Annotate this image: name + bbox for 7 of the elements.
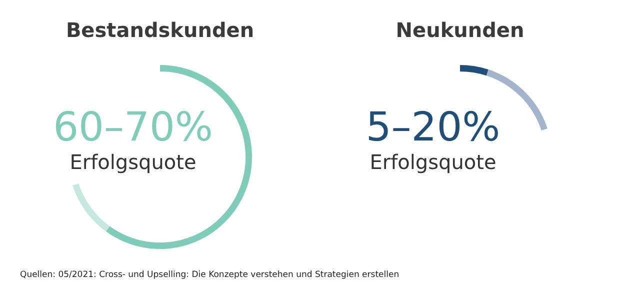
chart-title: Neukunden: [394, 18, 526, 42]
source-note: Quellen: 05/2021: Cross- und Upselling: Die Konzepte verstehen und Strategien erstellen: [20, 270, 400, 280]
text: Erfolgsquote: [70, 150, 196, 174]
text: 5–20%: [366, 104, 500, 150]
chart-title: Bestandskunden: [64, 18, 256, 42]
text: 60–70%: [53, 104, 213, 150]
text: Erfolgsquote: [370, 150, 496, 174]
